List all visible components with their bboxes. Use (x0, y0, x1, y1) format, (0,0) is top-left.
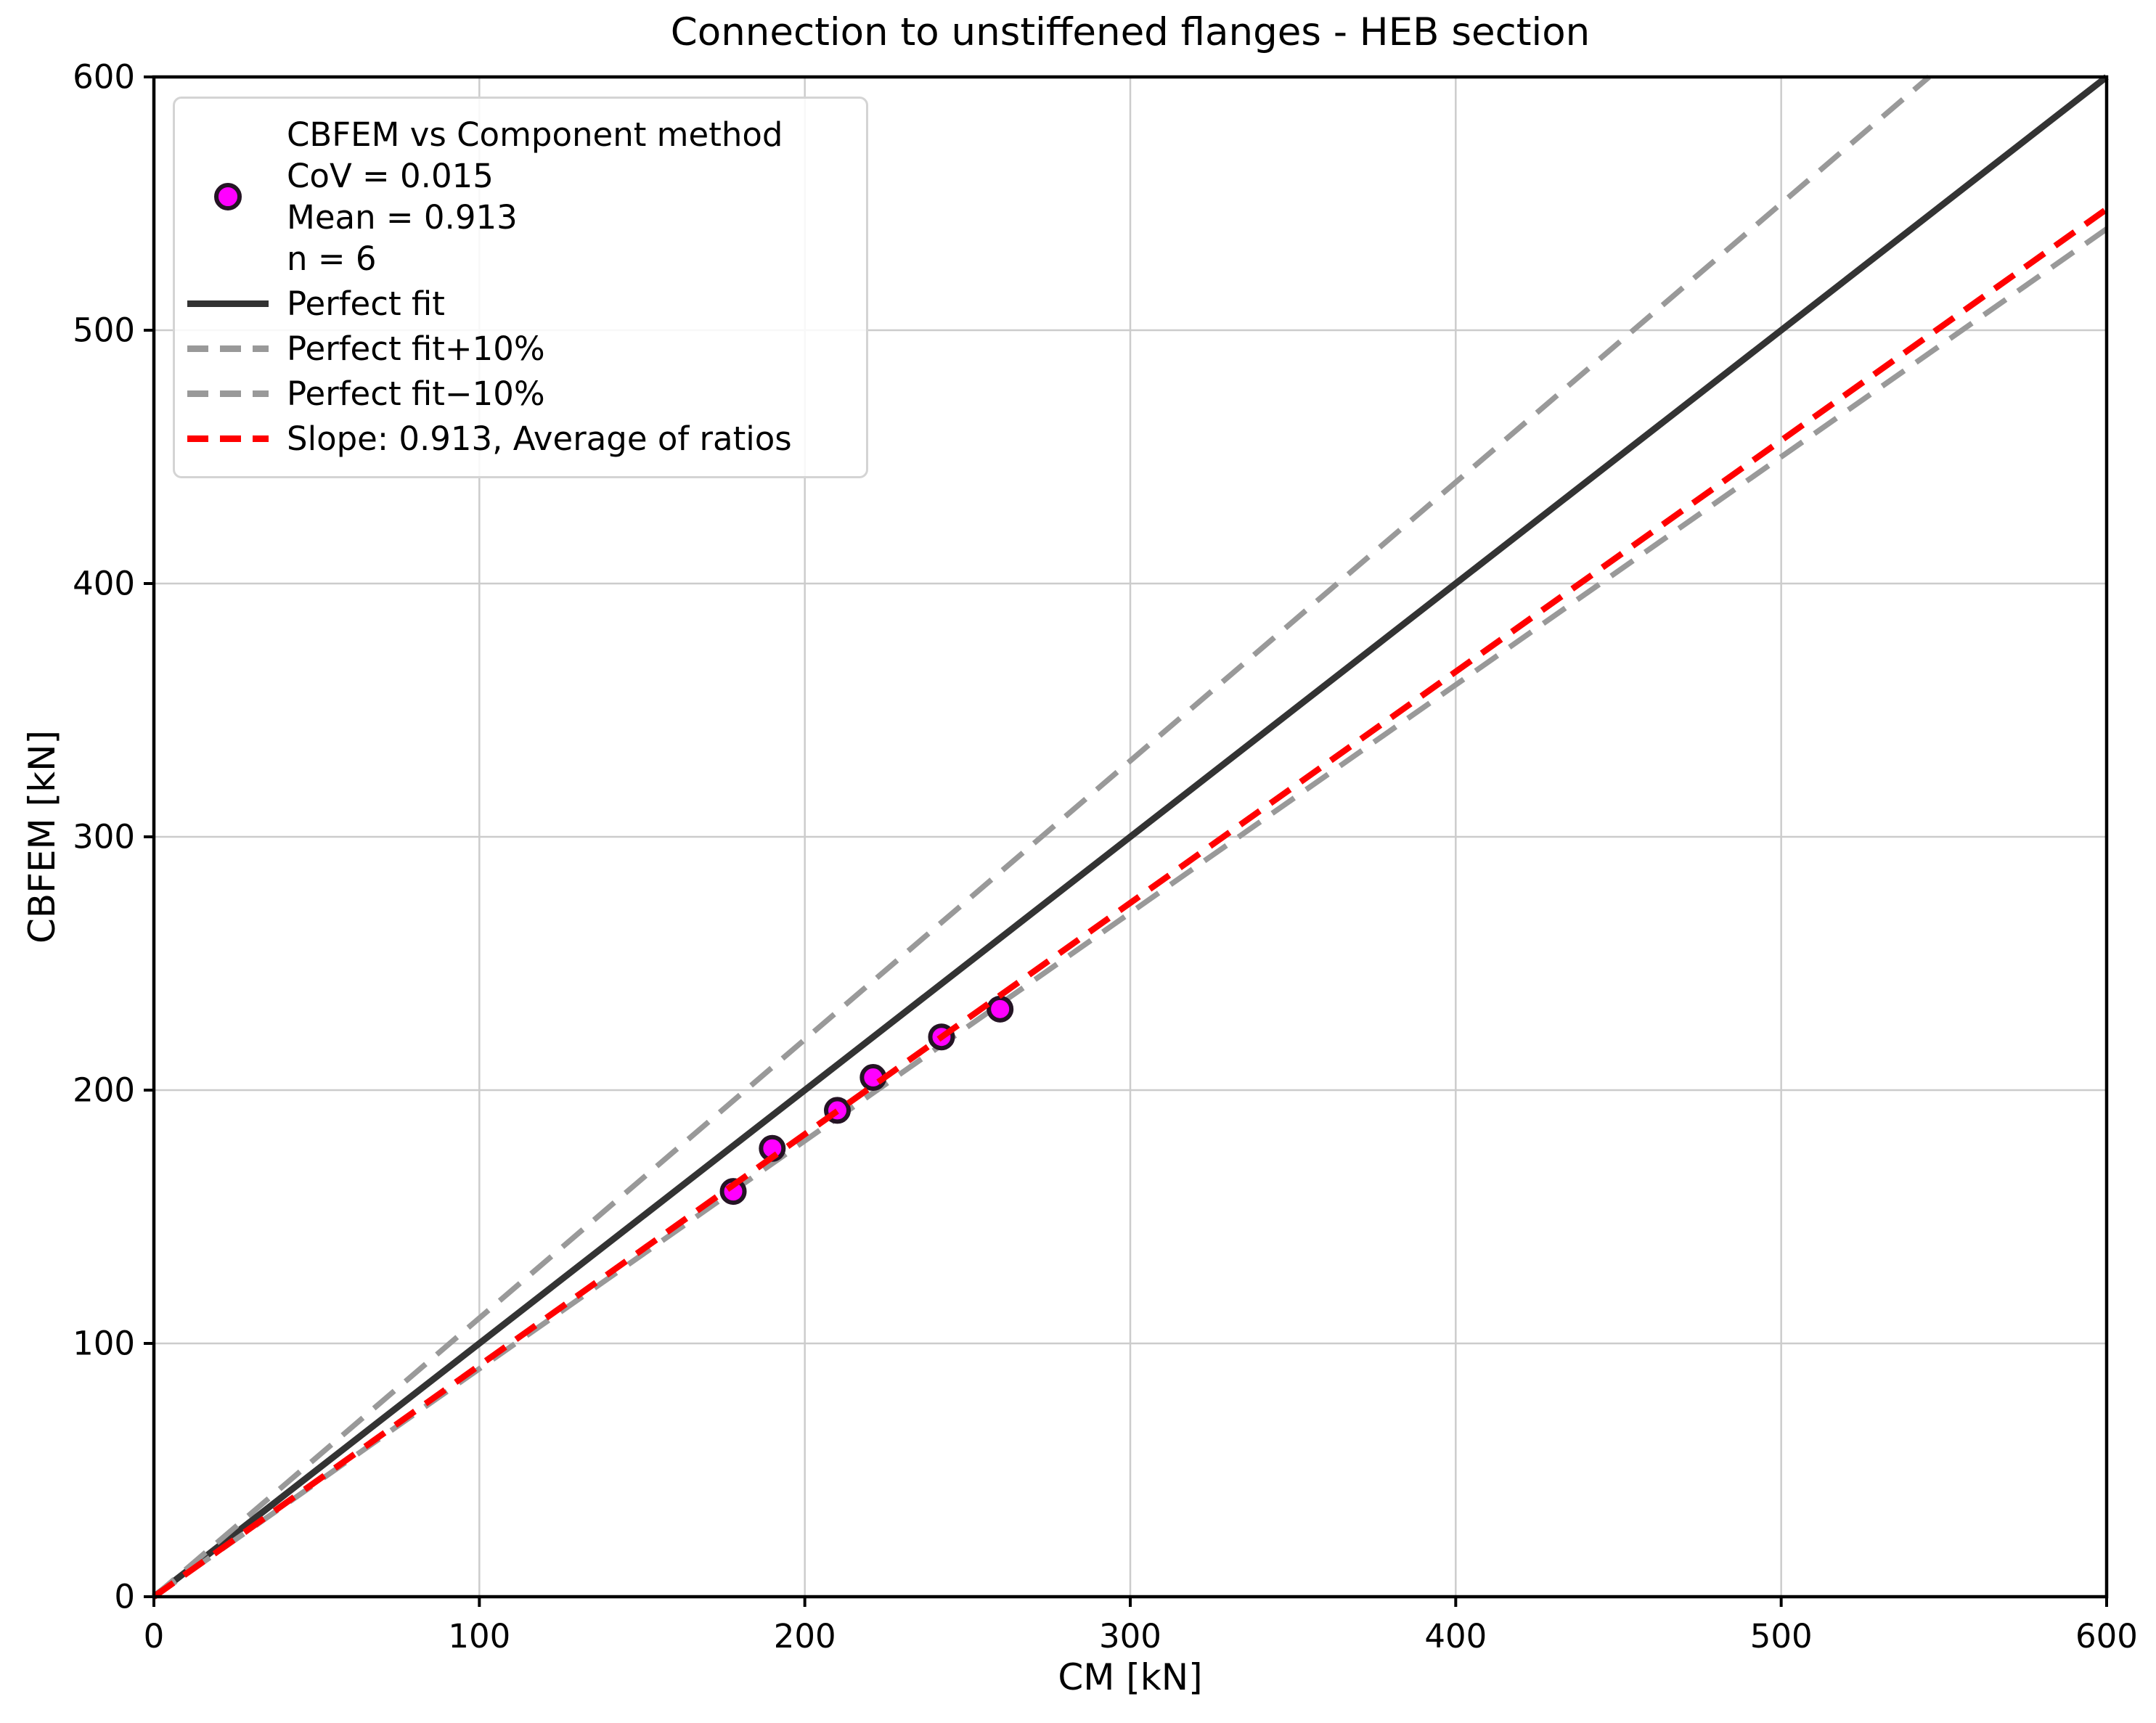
plot-area (144, 74, 2109, 1607)
fit-line (152, 206, 2109, 1600)
fit-line (152, 74, 2109, 1600)
dashed-line-icon (187, 390, 269, 397)
legend-entry-minus10: Perfect fit−10% (181, 373, 853, 414)
legend-label: CBFEM vs Component method CoV = 0.015 Me… (287, 115, 783, 278)
y-tick-label: 400 (73, 564, 135, 603)
data-point (987, 995, 1014, 1023)
legend-swatch (181, 345, 275, 352)
y-tick-label: 600 (73, 57, 135, 97)
legend: CBFEM vs Component method CoV = 0.015 Me… (173, 97, 868, 478)
dashed-line-icon (187, 435, 269, 442)
y-axis-label: CBFEM [kN] (21, 730, 63, 944)
y-tick-label: 100 (73, 1324, 135, 1363)
y-tick-label: 0 (114, 1577, 135, 1616)
x-tick-label: 500 (1749, 1617, 1813, 1656)
x-tick-label: 600 (2075, 1617, 2138, 1656)
legend-label: Perfect fit+10% (287, 330, 545, 368)
fit-line (152, 226, 2109, 1600)
fit-line (152, 75, 1931, 1599)
legend-entry-ratio-slope: Slope: 0.913, Average of ratios (181, 418, 853, 459)
x-tick-label: 200 (773, 1617, 836, 1656)
legend-label: Slope: 0.913, Average of ratios (287, 420, 792, 458)
legend-swatch (181, 183, 275, 210)
legend-label: Perfect fit (287, 285, 445, 323)
x-tick-label: 0 (143, 1617, 165, 1656)
legend-entry-scatter: CBFEM vs Component method CoV = 0.015 Me… (181, 114, 853, 279)
legend-entry-perfect-fit: Perfect fit (181, 283, 853, 324)
y-tick-label: 300 (73, 817, 135, 856)
x-axis-label: CM [kN] (1058, 1656, 1203, 1698)
scatter-marker-icon (214, 183, 242, 210)
legend-swatch (181, 300, 275, 307)
x-tick-label: 100 (448, 1617, 511, 1656)
legend-entry-plus10: Perfect fit+10% (181, 328, 853, 369)
y-tick-label: 200 (73, 1071, 135, 1110)
legend-swatch (181, 435, 275, 442)
solid-line-icon (187, 300, 269, 307)
legend-label: Perfect fit−10% (287, 375, 545, 413)
legend-swatch (181, 390, 275, 397)
x-tick-label: 300 (1099, 1617, 1161, 1656)
x-tick-label: 400 (1424, 1617, 1487, 1656)
axes-spines (152, 75, 2109, 1599)
chart-title: Connection to unstiffened flanges - HEB … (670, 10, 1591, 54)
y-tick-label: 500 (73, 311, 135, 350)
dashed-line-icon (187, 345, 269, 352)
